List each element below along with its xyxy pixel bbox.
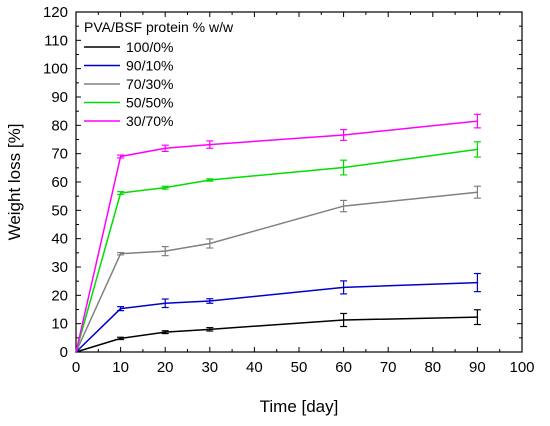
x-tick-label: 90 <box>469 359 486 376</box>
legend-title: PVA/BSF protein % w/w <box>84 19 234 35</box>
x-tick-label: 30 <box>201 359 218 376</box>
legend-label: 90/10% <box>126 58 173 74</box>
series-line <box>75 281 478 353</box>
y-tick-label: 20 <box>51 287 68 304</box>
data-point <box>75 351 77 353</box>
y-axis-title: Weight loss [%] <box>5 124 24 241</box>
series-5 <box>75 113 481 353</box>
y-tick-label: 30 <box>51 259 68 276</box>
y-tick-label: 80 <box>51 117 68 134</box>
series-3 <box>75 185 481 353</box>
x-tick-label: 80 <box>424 359 441 376</box>
series-4 <box>75 141 481 353</box>
legend-label: 70/30% <box>126 76 173 92</box>
x-axis-title: Time [day] <box>260 397 339 416</box>
series-line <box>75 148 478 353</box>
x-tick-label: 10 <box>112 359 129 376</box>
y-tick-label: 70 <box>51 146 68 163</box>
y-tick-label: 10 <box>51 316 68 333</box>
y-tick-label: 40 <box>51 231 68 248</box>
y-tick-label: 60 <box>51 174 68 191</box>
x-tick-label: 50 <box>291 359 308 376</box>
series-1 <box>75 309 481 353</box>
series-line <box>75 120 478 353</box>
y-tick-label: 0 <box>60 344 68 361</box>
y-tick-label: 100 <box>43 61 68 78</box>
y-tick-label: 50 <box>51 202 68 219</box>
x-tick-label: 20 <box>157 359 174 376</box>
y-tick-label: 110 <box>44 32 68 49</box>
legend-label: 30/70% <box>126 113 173 129</box>
x-tick-label: 100 <box>509 359 534 376</box>
series-2 <box>75 272 481 353</box>
x-tick-label: 70 <box>380 359 397 376</box>
x-tick-label: 60 <box>335 359 352 376</box>
x-tick-label: 0 <box>72 359 80 376</box>
series-line <box>75 191 478 353</box>
legend-label: 100/0% <box>126 39 173 55</box>
y-tick-label: 90 <box>51 89 68 106</box>
x-tick-label: 40 <box>246 359 263 376</box>
y-tick-label: 120 <box>43 4 68 21</box>
series-line <box>75 316 478 353</box>
legend-label: 50/50% <box>126 95 173 111</box>
